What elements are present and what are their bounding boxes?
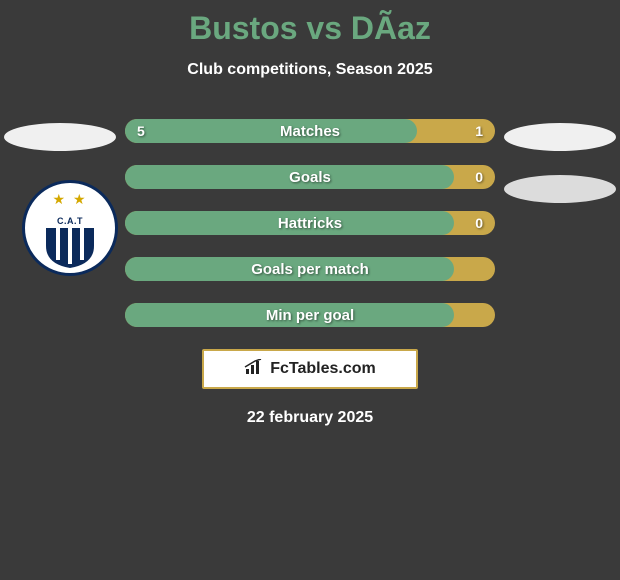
club-shield: C.A.T: [42, 212, 98, 270]
comparison-bars: 5 Matches 1 Goals 0 Hattricks 0 Goals pe…: [125, 119, 495, 327]
bar-row-min-per-goal: Min per goal: [125, 303, 495, 327]
subtitle: Club competitions, Season 2025: [0, 61, 620, 79]
player-left-avatar: [4, 123, 116, 151]
title-row: Bustos vs DÃ­az: [0, 0, 620, 47]
bar-label: Goals per match: [125, 257, 495, 281]
club-stars: ★ ★: [53, 191, 88, 208]
club-text: C.A.T: [42, 216, 98, 226]
title: Bustos vs DÃ­az: [189, 10, 431, 46]
bar-label: Hattricks: [125, 211, 495, 235]
bar-right-value: 0: [475, 165, 483, 189]
player-right-avatar: [504, 123, 616, 151]
bar-right-value: 0: [475, 211, 483, 235]
bar-label: Goals: [125, 165, 495, 189]
bar-row-hattricks: Hattricks 0: [125, 211, 495, 235]
club-right-avatar: [504, 175, 616, 203]
footer-text: FcTables.com: [270, 360, 376, 378]
bar-label: Matches: [125, 119, 495, 143]
chart-icon: [244, 359, 264, 380]
comparison-panel: Bustos vs DÃ­az Club competitions, Seaso…: [0, 0, 620, 427]
footer-badge: FcTables.com: [202, 349, 418, 389]
player-right-name: DÃ­az: [351, 10, 431, 46]
bar-right-value: 1: [475, 119, 483, 143]
bar-row-matches: 5 Matches 1: [125, 119, 495, 143]
bar-label: Min per goal: [125, 303, 495, 327]
date-text: 22 february 2025: [0, 409, 620, 427]
player-left-name: Bustos: [189, 10, 297, 46]
bar-row-goals: Goals 0: [125, 165, 495, 189]
vs-text: vs: [306, 10, 342, 46]
club-left-badge: ★ ★ C.A.T: [22, 180, 118, 276]
bar-row-goals-per-match: Goals per match: [125, 257, 495, 281]
